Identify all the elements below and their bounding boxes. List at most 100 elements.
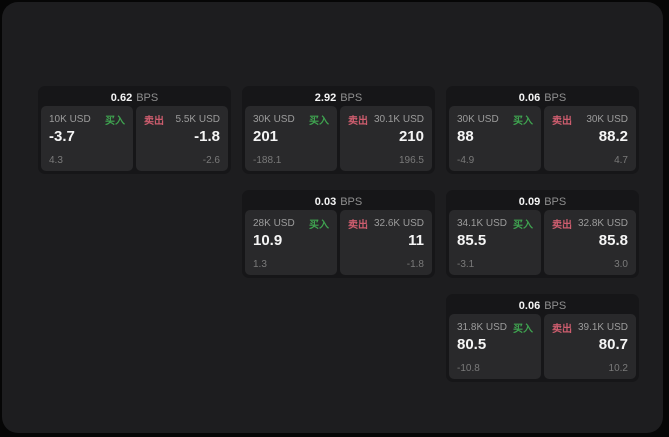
sell-notional: 32.6K USD [373, 218, 424, 229]
bps-value: 2.92 [314, 91, 337, 104]
tile-top-row: 30K USD 买入 [253, 112, 329, 127]
sell-badge: 卖出 [348, 116, 368, 127]
buy-notional: 31.8K USD [457, 322, 508, 333]
quote-tiles: 30K USD 买入 201 -188.1 卖出 30.1K USD 210 1… [245, 106, 432, 171]
bps-suffix: BPS [136, 91, 159, 104]
sell-price: 11 [408, 232, 424, 249]
bps-value: 0.62 [110, 91, 133, 104]
sell-price: 210 [398, 128, 424, 145]
quote-tiles: 10K USD 买入 -3.7 4.3 卖出 5.5K USD -1.8 -2.… [41, 106, 228, 171]
sell-quote-tile[interactable]: 卖出 5.5K USD -1.8 -2.6 [136, 106, 228, 171]
tile-top-row: 卖出 30K USD [552, 112, 628, 127]
bps-suffix: BPS [340, 195, 363, 208]
quote-tiles: 34.1K USD 买入 85.5 -3.1 卖出 32.8K USD 85.8… [449, 210, 636, 275]
quote-card: 0.06 BPS 31.8K USD 买入 80.5 -10.8 卖出 39.1… [446, 294, 639, 382]
sell-price: 80.7 [598, 336, 628, 353]
bps-header: 2.92 BPS [245, 89, 432, 106]
tile-top-row: 卖出 30.1K USD [348, 112, 424, 127]
sell-notional: 39.1K USD [577, 322, 628, 333]
sell-notional: 32.8K USD [577, 218, 628, 229]
buy-delta: -4.9 [457, 155, 475, 166]
sell-notional: 30.1K USD [373, 114, 424, 125]
buy-price: -3.7 [49, 128, 75, 145]
buy-quote-tile[interactable]: 28K USD 买入 10.9 1.3 [245, 210, 337, 275]
buy-quote-tile[interactable]: 31.8K USD 买入 80.5 -10.8 [449, 314, 541, 379]
sell-quote-tile[interactable]: 卖出 30K USD 88.2 4.7 [544, 106, 636, 171]
sell-badge: 卖出 [552, 220, 572, 231]
bps-value: 0.06 [518, 299, 541, 312]
bps-value: 0.06 [518, 91, 541, 104]
sell-badge: 卖出 [144, 116, 164, 127]
buy-price: 80.5 [457, 336, 487, 353]
buy-quote-tile[interactable]: 30K USD 买入 88 -4.9 [449, 106, 541, 171]
sell-badge: 卖出 [348, 220, 368, 231]
tile-top-row: 卖出 39.1K USD [552, 320, 628, 335]
tile-top-row: 10K USD 买入 [49, 112, 125, 127]
buy-badge: 买入 [513, 324, 533, 335]
sell-delta: -1.8 [406, 259, 424, 270]
sell-price: -1.8 [194, 128, 220, 145]
sell-badge: 卖出 [552, 116, 572, 127]
buy-badge: 买入 [513, 220, 533, 231]
buy-notional: 10K USD [49, 114, 91, 125]
quote-tiles: 30K USD 买入 88 -4.9 卖出 30K USD 88.2 4.7 [449, 106, 636, 171]
sell-quote-tile[interactable]: 卖出 32.8K USD 85.8 3.0 [544, 210, 636, 275]
sell-delta: 10.2 [608, 363, 628, 374]
tile-top-row: 卖出 5.5K USD [144, 112, 220, 127]
buy-delta: 1.3 [253, 259, 267, 270]
buy-price: 85.5 [457, 232, 487, 249]
bps-header: 0.62 BPS [41, 89, 228, 106]
buy-delta: 4.3 [49, 155, 63, 166]
buy-notional: 34.1K USD [457, 218, 508, 229]
bps-header: 0.09 BPS [449, 193, 636, 210]
sell-delta: 3.0 [614, 259, 628, 270]
quote-card: 0.03 BPS 28K USD 买入 10.9 1.3 卖出 32.6K US… [242, 190, 435, 278]
sell-quote-tile[interactable]: 卖出 30.1K USD 210 196.5 [340, 106, 432, 171]
buy-badge: 买入 [513, 116, 533, 127]
buy-delta: -3.1 [457, 259, 475, 270]
bps-header: 0.03 BPS [245, 193, 432, 210]
sell-quote-tile[interactable]: 卖出 32.6K USD 11 -1.8 [340, 210, 432, 275]
buy-badge: 买入 [309, 116, 329, 127]
quote-card: 2.92 BPS 30K USD 买入 201 -188.1 卖出 30.1K … [242, 86, 435, 174]
sell-notional: 30K USD [586, 114, 628, 125]
quote-card-grid: 0.62 BPS 10K USD 买入 -3.7 4.3 卖出 5.5K USD [38, 86, 639, 382]
tile-top-row: 34.1K USD 买入 [457, 216, 533, 231]
quote-card: 0.09 BPS 34.1K USD 买入 85.5 -3.1 卖出 32.8K… [446, 190, 639, 278]
buy-badge: 买入 [105, 116, 125, 127]
buy-notional: 30K USD [253, 114, 295, 125]
bps-header: 0.06 BPS [449, 297, 636, 314]
sell-delta: 196.5 [398, 155, 424, 166]
bps-suffix: BPS [544, 299, 567, 312]
sell-badge: 卖出 [552, 324, 572, 335]
buy-delta: -10.8 [457, 363, 480, 374]
buy-quote-tile[interactable]: 10K USD 买入 -3.7 4.3 [41, 106, 133, 171]
tile-top-row: 卖出 32.6K USD [348, 216, 424, 231]
quote-card: 0.62 BPS 10K USD 买入 -3.7 4.3 卖出 5.5K USD [38, 86, 231, 174]
bps-value: 0.03 [314, 195, 337, 208]
dashboard-panel: 0.62 BPS 10K USD 买入 -3.7 4.3 卖出 5.5K USD [2, 2, 663, 433]
buy-quote-tile[interactable]: 34.1K USD 买入 85.5 -3.1 [449, 210, 541, 275]
quote-card: 0.06 BPS 30K USD 买入 88 -4.9 卖出 30K USD [446, 86, 639, 174]
quote-tiles: 31.8K USD 买入 80.5 -10.8 卖出 39.1K USD 80.… [449, 314, 636, 379]
sell-quote-tile[interactable]: 卖出 39.1K USD 80.7 10.2 [544, 314, 636, 379]
bps-suffix: BPS [544, 195, 567, 208]
sell-delta: -2.6 [202, 155, 220, 166]
buy-price: 88 [457, 128, 474, 145]
buy-delta: -188.1 [253, 155, 282, 166]
bps-header: 0.06 BPS [449, 89, 636, 106]
sell-notional: 5.5K USD [175, 114, 220, 125]
buy-price: 201 [253, 128, 279, 145]
buy-price: 10.9 [253, 232, 283, 249]
tile-top-row: 31.8K USD 买入 [457, 320, 533, 335]
buy-notional: 28K USD [253, 218, 295, 229]
tile-top-row: 30K USD 买入 [457, 112, 533, 127]
sell-price: 85.8 [598, 232, 628, 249]
bps-value: 0.09 [518, 195, 541, 208]
tile-top-row: 卖出 32.8K USD [552, 216, 628, 231]
buy-notional: 30K USD [457, 114, 499, 125]
bps-suffix: BPS [544, 91, 567, 104]
buy-quote-tile[interactable]: 30K USD 买入 201 -188.1 [245, 106, 337, 171]
buy-badge: 买入 [309, 220, 329, 231]
sell-delta: 4.7 [614, 155, 628, 166]
